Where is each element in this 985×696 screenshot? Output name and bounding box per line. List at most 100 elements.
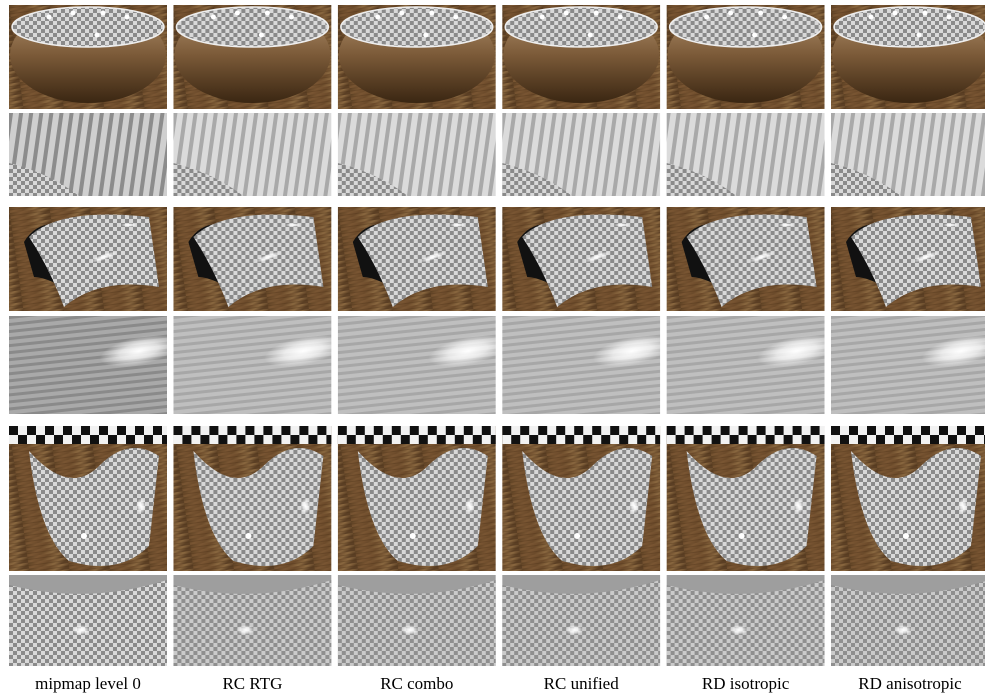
rendered-image bbox=[831, 316, 985, 414]
rendered-image bbox=[338, 207, 496, 311]
rendered-image bbox=[667, 316, 839, 414]
rendered-image bbox=[502, 426, 660, 571]
highlight bbox=[95, 33, 100, 38]
rendered-image bbox=[173, 113, 331, 196]
highlight bbox=[410, 533, 416, 539]
highlight bbox=[923, 11, 928, 16]
highlight bbox=[728, 11, 733, 16]
highlight bbox=[285, 223, 301, 227]
streaks bbox=[667, 316, 825, 414]
highlight bbox=[401, 625, 419, 635]
highlight bbox=[782, 15, 787, 20]
rendered-image bbox=[173, 575, 331, 666]
highlight bbox=[594, 11, 599, 16]
streaks bbox=[9, 316, 167, 414]
highlight bbox=[893, 11, 898, 16]
column-label: RC RTG bbox=[222, 674, 282, 693]
highlight bbox=[758, 11, 763, 16]
highlight bbox=[947, 15, 952, 20]
highlight bbox=[245, 533, 251, 539]
rendered-image bbox=[338, 575, 496, 666]
highlight bbox=[235, 11, 240, 16]
highlight bbox=[47, 15, 52, 20]
rendered-image bbox=[502, 207, 660, 311]
highlight bbox=[399, 11, 404, 16]
rendered-image bbox=[831, 575, 985, 666]
highlight bbox=[614, 223, 630, 227]
rendered-image bbox=[9, 5, 167, 109]
highlight bbox=[265, 11, 270, 16]
highlight bbox=[465, 498, 475, 514]
highlight bbox=[136, 498, 146, 514]
rendered-image bbox=[173, 316, 345, 414]
rendered-image bbox=[667, 207, 825, 311]
highlight bbox=[629, 498, 639, 514]
highlight bbox=[794, 498, 804, 514]
rendered-image bbox=[9, 207, 167, 311]
highlight bbox=[588, 33, 593, 38]
checker-wall bbox=[173, 426, 331, 444]
highlight bbox=[869, 15, 874, 20]
rendered-image bbox=[338, 113, 496, 196]
highlight bbox=[730, 625, 748, 635]
highlight bbox=[259, 33, 264, 38]
rendered-image bbox=[502, 316, 674, 414]
rendered-image bbox=[338, 426, 496, 571]
rendered-image bbox=[667, 426, 825, 571]
highlight bbox=[943, 223, 959, 227]
highlight bbox=[565, 625, 583, 635]
highlight bbox=[618, 15, 623, 20]
rendered-image bbox=[9, 113, 167, 196]
highlight bbox=[289, 15, 294, 20]
checker-wall bbox=[338, 426, 496, 444]
column-label: RD anisotropic bbox=[858, 674, 962, 693]
highlight bbox=[125, 15, 130, 20]
rendered-image bbox=[173, 5, 331, 109]
highlight bbox=[300, 498, 310, 514]
rendered-image bbox=[173, 426, 331, 571]
highlight bbox=[894, 625, 912, 635]
rendered-image bbox=[9, 316, 181, 414]
streaks bbox=[173, 316, 331, 414]
column-label: RC combo bbox=[380, 674, 453, 693]
highlight bbox=[574, 533, 580, 539]
column-label: RD isotropic bbox=[702, 674, 790, 693]
highlight bbox=[429, 11, 434, 16]
highlight bbox=[450, 223, 466, 227]
highlight bbox=[423, 33, 428, 38]
checker-wall bbox=[667, 426, 825, 444]
streaks bbox=[502, 316, 660, 414]
highlight bbox=[71, 11, 76, 16]
highlight bbox=[81, 533, 87, 539]
highlight bbox=[704, 15, 709, 20]
rendered-image bbox=[338, 316, 510, 414]
highlight bbox=[903, 533, 909, 539]
highlight bbox=[72, 625, 90, 635]
checker-wall bbox=[9, 426, 167, 444]
rendered-image bbox=[338, 5, 496, 109]
rendered-image bbox=[667, 113, 825, 196]
highlight bbox=[453, 15, 458, 20]
highlight bbox=[375, 15, 380, 20]
column-label: mipmap level 0 bbox=[35, 674, 141, 693]
highlight bbox=[211, 15, 216, 20]
highlight bbox=[540, 15, 545, 20]
rendered-image bbox=[831, 426, 985, 571]
rendered-image bbox=[667, 5, 825, 109]
highlight bbox=[917, 33, 922, 38]
column-label: RC unified bbox=[544, 674, 620, 693]
rendered-image bbox=[173, 207, 331, 311]
highlight bbox=[101, 11, 106, 16]
rendered-image bbox=[667, 575, 825, 666]
highlight bbox=[779, 223, 795, 227]
highlight bbox=[564, 11, 569, 16]
rendered-image bbox=[502, 113, 660, 196]
highlight bbox=[752, 33, 757, 38]
rendered-image bbox=[9, 575, 167, 666]
rendered-image bbox=[831, 5, 985, 109]
streaks bbox=[338, 316, 496, 414]
figure: mipmap level 0 RC RTG RC combo RC unified RD… bbox=[0, 0, 985, 696]
rendered-image bbox=[9, 426, 167, 571]
highlight bbox=[121, 223, 137, 227]
rendered-image bbox=[831, 113, 985, 196]
